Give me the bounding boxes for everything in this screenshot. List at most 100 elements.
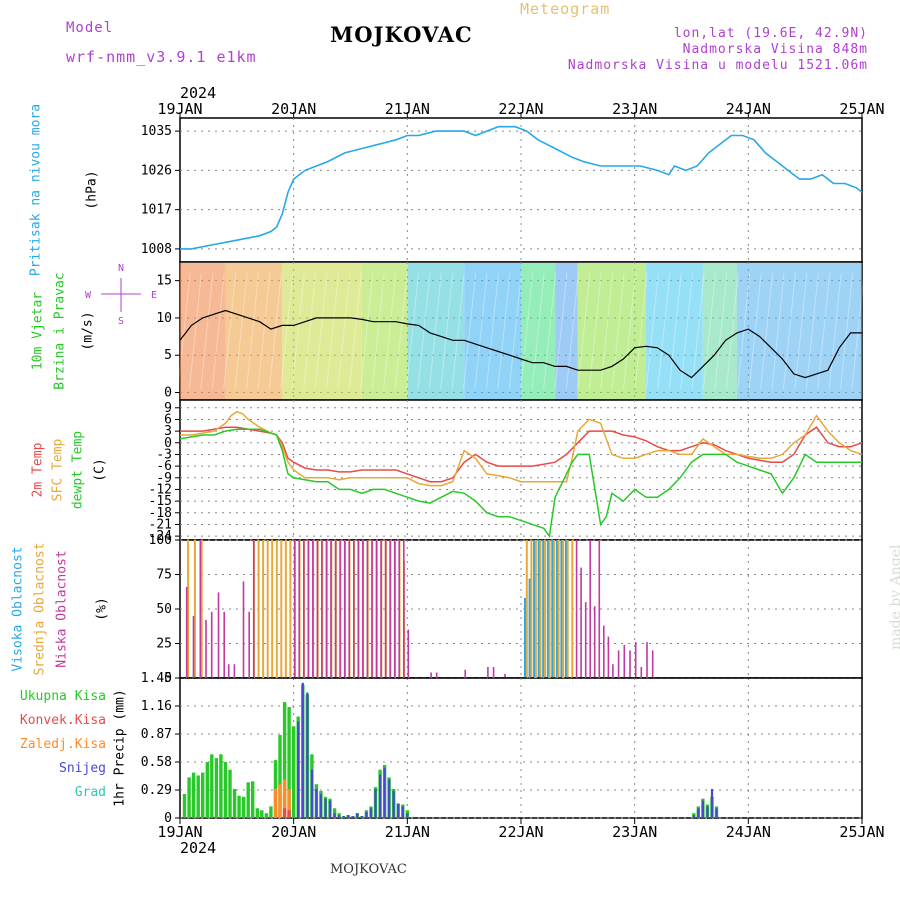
wind-barb-stroke <box>543 272 557 390</box>
x-bottom-label: 19JAN <box>157 823 202 841</box>
wind-barb-stroke <box>360 272 374 390</box>
precip-bar <box>342 816 345 818</box>
clouds-bar <box>603 625 605 678</box>
precip-bar <box>397 803 400 818</box>
precip-ytick-label: 0.87 <box>141 727 172 742</box>
precip-bar <box>351 816 354 818</box>
clouds-bar <box>185 586 188 678</box>
pressure-series-1-line <box>180 125 863 250</box>
wind-barb-stroke <box>280 272 294 390</box>
wind-barb-stroke <box>223 272 237 390</box>
clouds-bar <box>589 540 591 678</box>
wind-field-band <box>577 263 647 399</box>
precip-bar <box>182 793 187 818</box>
clouds-ytick-label: 50 <box>156 602 172 617</box>
x-top-label: 22JAN <box>498 100 543 118</box>
clouds-bar <box>562 540 565 678</box>
precip-bar <box>196 775 200 818</box>
clouds-bar <box>528 578 532 678</box>
clouds-bar <box>565 540 568 678</box>
clouds-bar <box>557 540 560 678</box>
precip-bar <box>715 808 718 818</box>
clouds-bar <box>634 642 637 678</box>
clouds-bar <box>199 540 202 678</box>
clouds-bar <box>435 672 438 678</box>
precip-ytick-label: 0.58 <box>141 755 172 770</box>
clouds-bar <box>334 540 337 678</box>
clouds-bar <box>646 642 648 678</box>
temperature-ytick-label: 6 <box>164 412 172 427</box>
pressure-ytick-label: 1035 <box>141 124 172 139</box>
cloud-outer-label-1: Visoka Oblacnost <box>11 546 26 671</box>
clouds-bar <box>217 592 220 678</box>
wind-series-1-line <box>179 309 862 379</box>
wind-barb-stroke <box>326 272 340 390</box>
wind-barb-stroke <box>668 272 682 390</box>
clouds-bar <box>533 540 537 678</box>
precip-bar <box>333 813 336 818</box>
model-name: wrf-nmm_v3.9.1 e1km <box>66 48 257 66</box>
wind-barb-stroke <box>851 272 865 390</box>
clouds-bar <box>262 540 265 678</box>
wind-barb-stroke <box>782 272 796 390</box>
precip-bar <box>282 779 287 818</box>
model-label: Model <box>66 20 114 36</box>
temperature-ytick-label: -6 <box>156 459 172 474</box>
compass-s: S <box>118 316 124 327</box>
temperature-series-3-line <box>179 428 862 539</box>
precip-bar <box>287 707 291 818</box>
pressure-ytick-label: 1026 <box>141 163 172 178</box>
precip-legend-5: Grad <box>75 785 106 800</box>
precip-bar <box>282 808 287 818</box>
precip-bar <box>332 808 337 818</box>
compass-w: W <box>85 290 92 301</box>
wind-barb-stroke <box>760 272 774 390</box>
wind-barb-stroke <box>463 272 477 390</box>
temperature-ytick-label: 9 <box>164 401 172 416</box>
wind-barb-stroke <box>805 272 819 390</box>
precip-ytick-label: 0 <box>164 811 172 826</box>
wind-field-band <box>464 263 521 399</box>
wind-ylabel: (m/s) <box>81 311 96 350</box>
wind-ytick-label: 0 <box>164 386 172 401</box>
pressure-ytick-label: 1008 <box>141 242 172 257</box>
wind-barb-stroke <box>234 272 248 390</box>
clouds-bar <box>193 540 196 678</box>
wind-barb-stroke <box>485 272 499 390</box>
x-top-label: 21JAN <box>385 100 430 118</box>
clouds-bar <box>280 540 283 678</box>
clouds-bar <box>560 540 564 678</box>
clouds-bar <box>316 540 319 678</box>
precip-bar <box>214 758 219 818</box>
wind-barb-stroke <box>657 272 671 390</box>
clouds-bar <box>575 540 578 678</box>
precip-bar <box>287 789 291 818</box>
wind-barb-stroke <box>177 272 191 390</box>
clouds-bar <box>539 540 542 678</box>
wind-barb-stroke <box>348 272 362 390</box>
wind-barb-stroke <box>440 272 454 390</box>
wind-barb-stroke <box>303 272 317 390</box>
wind-barb-stroke <box>771 272 785 390</box>
clouds-bar <box>298 540 300 678</box>
wind-field-band <box>646 263 703 399</box>
x-top-label: 24JAN <box>726 100 771 118</box>
clouds-bar <box>544 540 546 678</box>
precip-bar <box>692 815 695 818</box>
clouds-bar <box>339 540 341 678</box>
clouds-bar <box>407 629 410 678</box>
wind-barb-stroke <box>211 272 225 390</box>
clouds-bar <box>566 540 569 678</box>
wind-barb-stroke <box>428 272 442 390</box>
wind-barb-stroke <box>188 272 202 390</box>
wind-barb-stroke <box>828 272 842 390</box>
clouds-bar <box>555 540 559 678</box>
wind-barb-stroke <box>246 272 260 390</box>
precip-bar <box>310 769 313 818</box>
x-top-label: 19JAN <box>157 100 202 118</box>
wind-outer-label-1: 10m Vjetar <box>31 292 46 370</box>
clouds-bar <box>571 540 574 678</box>
cloud-outer-label-2: Srednja Oblacnost <box>33 542 48 675</box>
wind-ytick-label: 10 <box>156 311 172 326</box>
compass-n: N <box>118 263 124 274</box>
